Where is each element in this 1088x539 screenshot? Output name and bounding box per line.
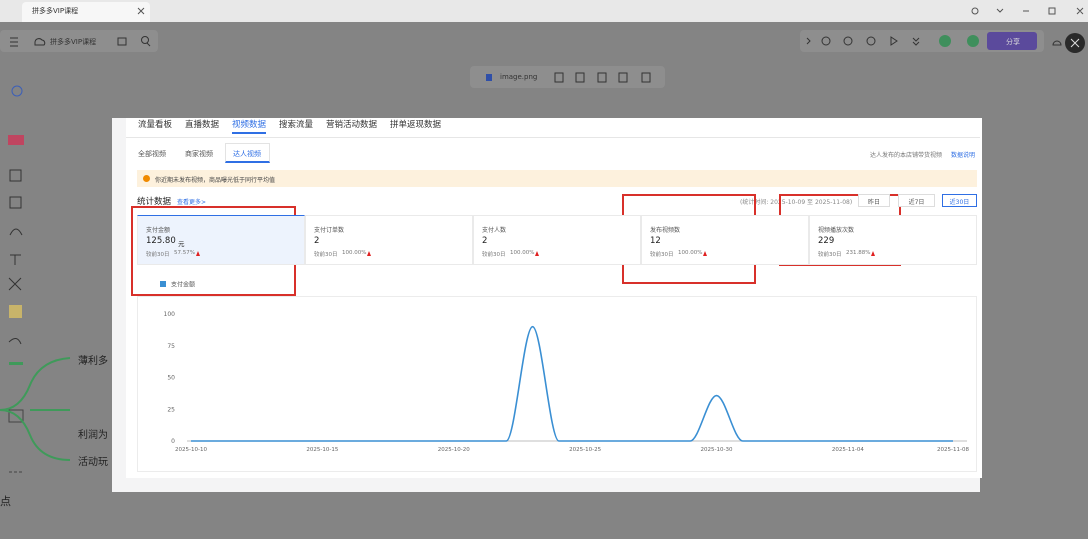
stat-period: (统计时间: 2025-10-09 至 2025-11-08)	[740, 199, 853, 206]
metric-card[interactable]	[305, 215, 473, 265]
sub-tab[interactable]: 商家视频	[185, 150, 213, 158]
metric-card[interactable]	[473, 215, 641, 265]
metric-compare: 较前30日	[818, 252, 842, 258]
metric-compare: 较前30日	[650, 252, 674, 258]
metric-change: 100.00%	[678, 250, 703, 256]
tab[interactable]: 拼单返现数据	[390, 120, 442, 130]
legend-label: 支付金额	[171, 281, 195, 289]
metric-compare: 较前30日	[314, 252, 338, 258]
tab[interactable]: 搜索流量	[279, 120, 314, 130]
notice-bar	[137, 170, 977, 187]
sub-tab[interactable]: 达人视频	[233, 150, 261, 158]
tab-close[interactable]	[136, 6, 146, 16]
x-tick-label: 2025-10-10	[175, 447, 207, 453]
y-tick-label: 25	[167, 406, 175, 413]
metric-compare: 较前30日	[482, 252, 506, 258]
range-label: 昨日	[867, 199, 880, 206]
metric-label: 支付人数	[482, 227, 507, 234]
x-tick-label: 2025-10-30	[701, 447, 733, 453]
metric-change: 100.00%	[342, 250, 367, 256]
line-series	[190, 325, 953, 442]
separator	[126, 137, 980, 138]
sub-tab[interactable]: 全部视频	[138, 150, 166, 158]
metric-label: 发布视频数	[650, 227, 681, 234]
sub-tab-note: 达人发布的本店铺带货视频	[870, 152, 943, 159]
share-label: 分享	[1006, 38, 1020, 46]
help-link[interactable]: 数据说明	[951, 152, 976, 159]
viewer-toolbar	[470, 66, 665, 88]
tab[interactable]: 视频数据	[232, 120, 267, 130]
chart: 支付金额 0 25 50 75 100 2025-10-10 2025-10-15 2025-1…	[160, 281, 969, 453]
metric-card[interactable]	[137, 215, 305, 265]
notice-icon	[143, 175, 150, 182]
tab-underline	[232, 132, 266, 134]
doc-toolbar	[0, 30, 158, 52]
x-tick-label: 2025-11-08	[937, 447, 969, 453]
mindmap-node[interactable]: 利润为	[78, 430, 108, 441]
section-title: 统计数据	[137, 197, 172, 207]
metric-change: 100.00%	[510, 250, 535, 256]
notice-text: 你近期未发布视频，商品曝光低于同行平均值	[155, 177, 276, 184]
sub-tab-active	[225, 143, 270, 163]
report-footer	[126, 478, 980, 492]
browser-tab[interactable]	[22, 2, 150, 22]
tab[interactable]: 营销活动数据	[326, 120, 378, 130]
more-link[interactable]: 查看更多>	[177, 199, 207, 206]
x-tick-label: 2025-10-25	[569, 447, 601, 453]
menu-icons[interactable]	[8, 36, 48, 48]
mindmap-fragment: 点	[0, 495, 11, 508]
metric-value: 229	[818, 236, 835, 246]
tab-title: 拼多多VIP课程	[32, 7, 79, 15]
metric-label: 视频播放次数	[818, 227, 855, 234]
close-viewer[interactable]	[1050, 32, 1086, 54]
trend-up	[367, 251, 371, 256]
chart-card	[137, 296, 977, 472]
viewer-icons[interactable]	[552, 71, 656, 85]
share-button[interactable]	[987, 32, 1037, 50]
x-tick-label: 2025-10-15	[306, 447, 338, 453]
trend-up	[535, 251, 539, 256]
tab[interactable]: 流量看板	[138, 120, 173, 130]
x-tick-label: 2025-10-20	[438, 447, 470, 453]
sidebar	[0, 85, 71, 473]
file-name: image.png	[500, 73, 538, 81]
trend-up	[703, 251, 707, 256]
metric-value: 125.80	[146, 236, 176, 246]
doc-tool-icons[interactable]	[116, 35, 156, 47]
metric-value: 12	[650, 236, 661, 246]
range-button[interactable]	[858, 194, 890, 207]
window-controls[interactable]	[965, 4, 1085, 18]
range-label: 近30日	[949, 199, 970, 206]
range-button[interactable]	[942, 194, 977, 207]
x-tick-label: 2025-11-04	[832, 447, 864, 453]
doc-title: 拼多多VIP课程	[50, 38, 97, 46]
metric-compare: 较前30日	[146, 252, 170, 258]
metric-value: 2	[314, 236, 320, 246]
trend-up	[196, 251, 200, 256]
file-icon	[486, 74, 492, 81]
trend-up	[871, 251, 875, 256]
metric-card[interactable]	[809, 215, 977, 265]
y-tick-label: 100	[164, 311, 176, 318]
mindmap-node[interactable]: 活动玩	[78, 457, 108, 468]
tab[interactable]: 直播数据	[185, 120, 220, 130]
right-toolbar	[800, 30, 1044, 52]
range-button[interactable]	[898, 194, 935, 207]
mindmap-node[interactable]: 薄利多	[78, 356, 108, 367]
y-tick-label: 0	[171, 438, 175, 445]
right-tool-icons[interactable]	[803, 33, 983, 49]
tab-bar	[0, 0, 1088, 22]
metric-unit: 元	[178, 240, 185, 248]
y-tick-label: 50	[167, 375, 175, 382]
legend-swatch	[160, 281, 166, 287]
metric-label: 支付订单数	[314, 227, 345, 234]
y-tick-label: 75	[167, 343, 175, 350]
metric-change: 57.57%	[174, 250, 195, 256]
metric-label: 支付金额	[146, 227, 171, 234]
metric-change: 231.88%	[846, 250, 871, 256]
range-label: 近7日	[908, 199, 925, 206]
metric-card[interactable]	[641, 215, 809, 265]
metric-value: 2	[482, 236, 488, 246]
